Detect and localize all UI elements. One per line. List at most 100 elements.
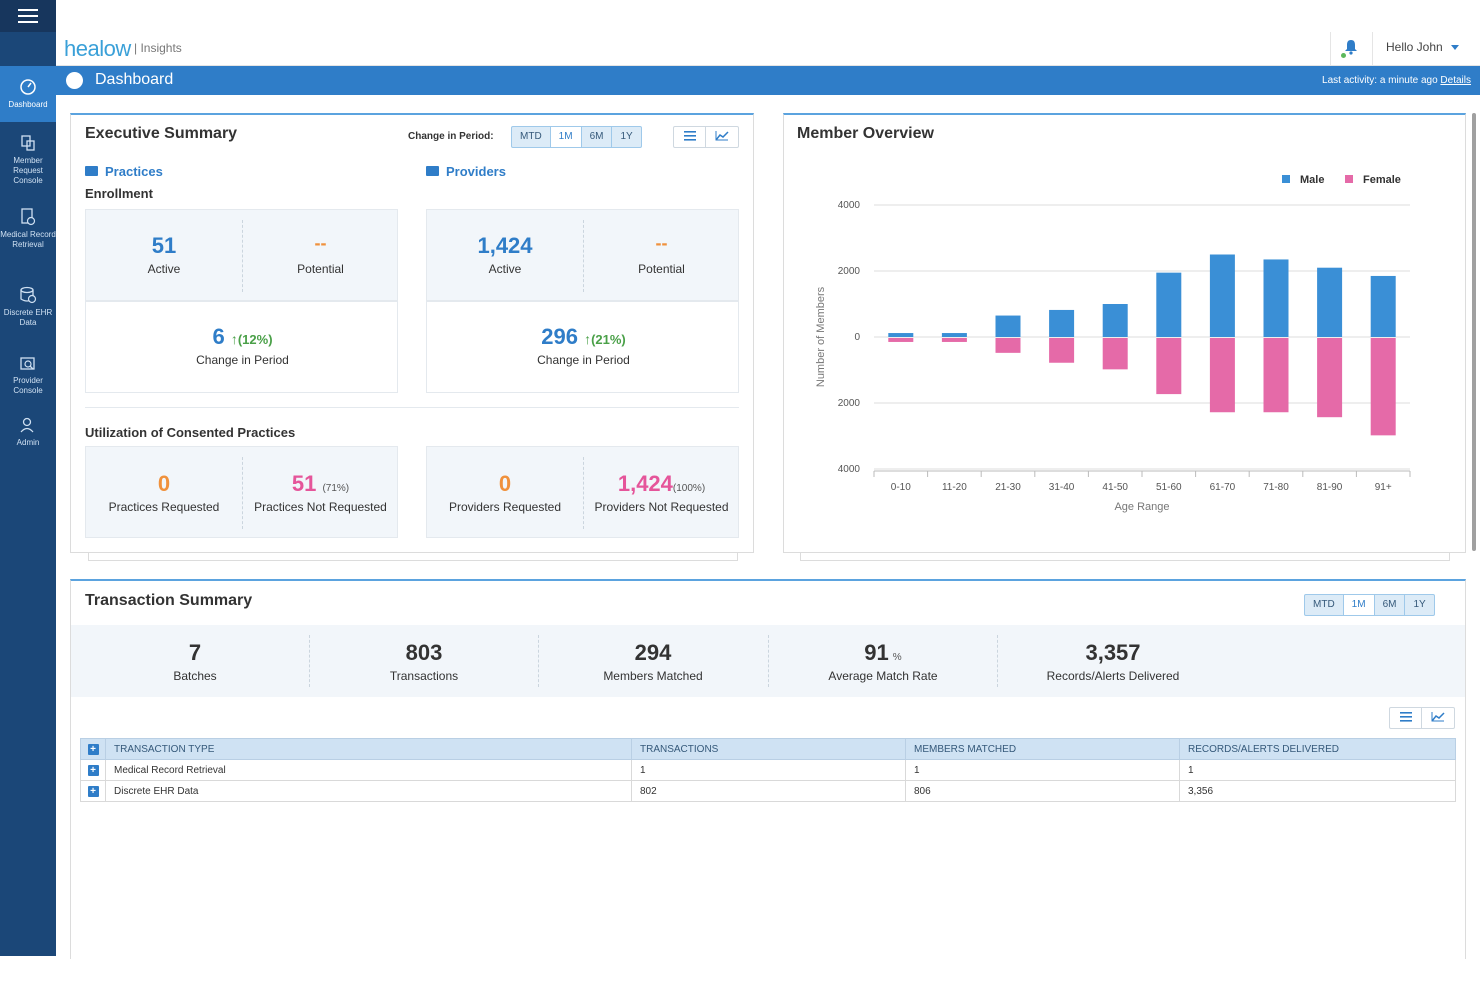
records-delivered-label: Records/Alerts Delivered: [1046, 669, 1180, 683]
providers-change: 296 ↑(21%): [427, 324, 740, 350]
change-in-period-label: Change in Period:: [408, 131, 494, 142]
providers-enrollment-box: 1,424 Active -- Potential: [426, 209, 739, 301]
providers-active-value: 1,424: [477, 233, 533, 258]
list-view-button[interactable]: [674, 127, 706, 147]
period-1y[interactable]: 1Y: [1413, 599, 1426, 610]
providers-potential-value: --: [655, 233, 668, 253]
practices-not-requested-pct: (71%): [322, 483, 350, 494]
sidebar-item-discrete-ehr[interactable]: Discrete EHR Data: [0, 286, 56, 334]
x-tick-label: 91+: [1375, 482, 1392, 493]
practices-change-label: Change in Period: [196, 353, 289, 367]
table-header-row: + TRANSACTION TYPE TRANSACTIONS MEMBERS …: [80, 738, 1456, 760]
view-toggle: [673, 126, 739, 148]
col-transactions[interactable]: TRANSACTIONS: [631, 738, 906, 760]
list-icon: [1399, 709, 1412, 727]
batches-label: Batches: [173, 669, 217, 683]
y-axis-label: Number of Members: [815, 286, 827, 387]
user-menu[interactable]: Hello John: [1372, 32, 1480, 66]
chart-view-button[interactable]: [1422, 708, 1454, 728]
bar-female: [888, 338, 914, 342]
sidebar: Dashboard Member Request Console Medical…: [0, 32, 56, 956]
period-6m[interactable]: 6M: [1375, 595, 1406, 615]
sidebar-item-provider-console[interactable]: Provider Console: [0, 354, 56, 402]
table-row: + Medical Record Retrieval 1 1 1: [80, 759, 1456, 781]
briefcase-icon: [85, 166, 98, 176]
page-title: Dashboard: [95, 71, 174, 88]
list-view-button[interactable]: [1390, 708, 1422, 728]
chart-view-button[interactable]: [706, 127, 738, 147]
top-bar: healow | Insights Hello John: [56, 32, 1480, 66]
period-1m[interactable]: 1M: [1343, 595, 1375, 615]
table-cell: Discrete EHR Data: [105, 780, 632, 802]
sidebar-item-member-request[interactable]: Member Request Console: [0, 134, 56, 194]
y-tick-label: 4000: [838, 464, 861, 475]
notifications-button[interactable]: [1330, 32, 1370, 66]
member-chart: 4000 2000 0 2000 4000 0-10 11-20 21-30 31-40 41-5…: [815, 174, 1411, 513]
divider: [309, 635, 310, 687]
expand-row-button[interactable]: +: [80, 780, 106, 802]
y-tick-label: 2000: [838, 266, 861, 277]
bar-female: [1102, 338, 1128, 370]
divider: [997, 635, 998, 687]
legend-swatch-female: [1345, 175, 1353, 183]
col-members-matched[interactable]: MEMBERS MATCHED: [905, 738, 1180, 760]
practices-active-label: Active: [147, 262, 181, 276]
line-chart-icon: [1431, 709, 1445, 727]
details-link[interactable]: Details: [1440, 75, 1471, 86]
expand-all-button[interactable]: +: [80, 738, 106, 760]
period-1y[interactable]: 1Y: [620, 131, 633, 142]
table-cell: 3,356: [1179, 780, 1456, 802]
x-tick-label: 81-90: [1317, 482, 1343, 493]
dashboard-icon: [66, 72, 83, 89]
practices-enrollment-box: 51 Active -- Potential: [85, 209, 398, 301]
sidebar-item-admin[interactable]: Admin: [0, 416, 56, 452]
divider: [242, 220, 243, 292]
period-6m[interactable]: 6M: [582, 127, 613, 147]
medical-record-icon: [19, 208, 37, 226]
providers-active-label: Active: [488, 262, 522, 276]
last-activity: Last activity: a minute ago Details: [1322, 75, 1471, 86]
hamburger-icon: [18, 15, 38, 17]
sidebar-item-label: Discrete EHR Data: [3, 308, 53, 327]
bar-male: [1049, 309, 1075, 337]
period-1m[interactable]: 1M: [550, 127, 582, 147]
panel-shadow: [88, 553, 738, 561]
discrete-ehr-icon: [19, 286, 37, 304]
col-transaction-type[interactable]: TRANSACTION TYPE: [105, 738, 632, 760]
practices-requested-value: 0: [157, 471, 171, 496]
sidebar-item-medical-record[interactable]: Medical Record Retrieval: [0, 208, 56, 268]
line-chart-icon: [715, 128, 729, 146]
sidebar-item-dashboard[interactable]: Dashboard: [0, 66, 56, 122]
provider-console-icon: [19, 354, 37, 372]
bar-female: [1263, 338, 1289, 413]
x-tick-label: 11-20: [942, 482, 967, 493]
period-mtd[interactable]: MTD: [512, 127, 551, 147]
y-tick-label: 0: [854, 332, 860, 343]
bar-female: [1049, 338, 1075, 363]
scrollbar[interactable]: [1472, 113, 1476, 551]
expand-row-button[interactable]: +: [80, 759, 106, 781]
providers-potential-label: Potential: [638, 262, 685, 276]
panel-title: Executive Summary: [85, 125, 238, 142]
x-tick-label: 51-60: [1156, 482, 1182, 493]
period-mtd[interactable]: MTD: [1305, 595, 1344, 615]
members-matched-value: 294: [634, 640, 672, 665]
divider: [583, 220, 584, 292]
bar-female: [941, 338, 967, 342]
divider: [242, 457, 243, 529]
sidebar-item-label: Provider Console: [13, 376, 43, 395]
table-cell: 806: [905, 780, 1180, 802]
col-records-delivered[interactable]: RECORDS/ALERTS DELIVERED: [1179, 738, 1456, 760]
list-icon: [683, 128, 696, 146]
match-rate-value: 91: [864, 640, 889, 665]
chevron-down-icon: [1450, 45, 1459, 51]
providers-label: Providers: [446, 164, 506, 179]
practices-change-pct: (12%): [237, 332, 273, 347]
menu-toggle-button[interactable]: [0, 0, 56, 32]
table-row: + Discrete EHR Data 802 806 3,356: [80, 780, 1456, 802]
bar-male: [888, 333, 914, 337]
practices-heading: Practices: [85, 164, 163, 179]
practices-change: 6 ↑(12%): [86, 324, 399, 350]
practices-not-requested-label: Practices Not Requested: [254, 500, 387, 514]
bar-male: [1263, 259, 1289, 337]
